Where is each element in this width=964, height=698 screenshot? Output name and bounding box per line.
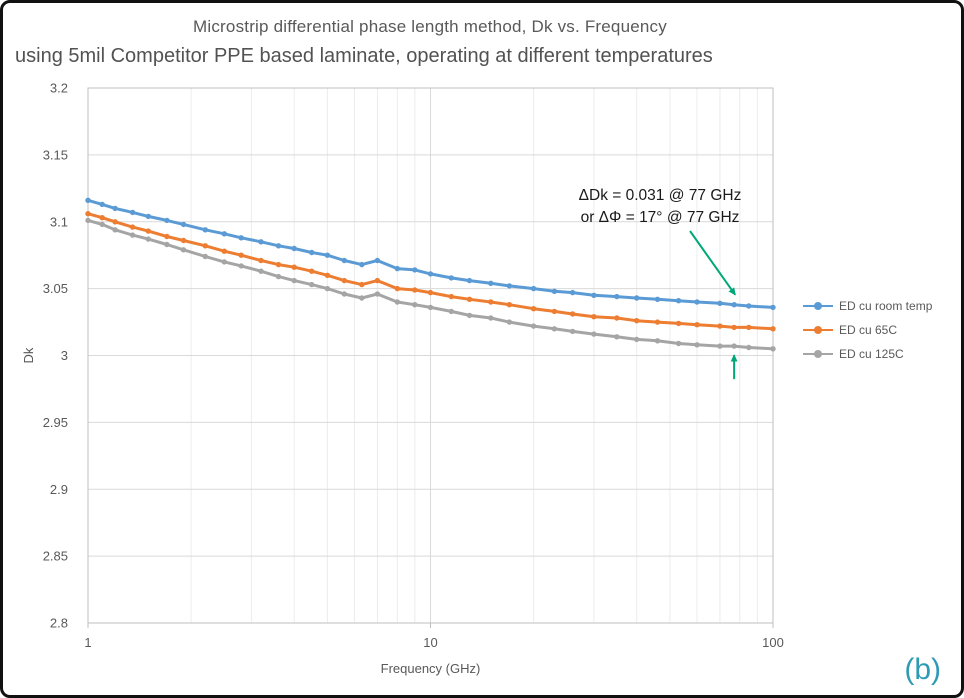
- y-tick-label: 2.95: [43, 415, 68, 430]
- annotation: ΔDk = 0.031 @ 77 GHz or ΔΦ = 17° @ 77 GHz: [579, 187, 742, 380]
- annotation-line1: ΔDk = 0.031 @ 77 GHz: [579, 187, 742, 204]
- series-ed-cu-65c: [85, 211, 776, 332]
- series-ed-cu-125c: [85, 217, 776, 352]
- y-axis-title: Dk: [21, 347, 36, 363]
- y-tick-label: 3: [61, 348, 68, 363]
- legend-label: ED cu 65C: [839, 323, 897, 337]
- x-axis-title: Frequency (GHz): [381, 661, 481, 676]
- legend-item: ED cu 65C: [803, 323, 897, 337]
- legend-item: ED cu 125C: [803, 347, 904, 361]
- y-tick-label: 3.15: [43, 147, 68, 162]
- legend: ED cu room temp ED cu 65C ED cu 125C: [803, 299, 933, 361]
- y-tick-label: 3.1: [50, 214, 68, 229]
- chart-subtitle: using 5mil Competitor PPE based laminate…: [15, 45, 713, 67]
- y-tick-label: 2.85: [43, 549, 68, 564]
- y-tick-label: 3.2: [50, 81, 68, 96]
- figure-label: (b): [904, 653, 941, 686]
- x-tick-label: 10: [423, 635, 437, 650]
- gridlines: [88, 87, 774, 624]
- chart-title: Microstrip differential phase length met…: [193, 17, 667, 36]
- y-tick-label: 2.8: [50, 616, 68, 631]
- x-tick-label: 100: [762, 635, 784, 650]
- annotation-line2: or ΔΦ = 17° @ 77 GHz: [581, 209, 740, 226]
- dk-vs-frequency-chart: 3.2 3.15 3.1 3.05 3 2.95 2.9 2.85 2.8 1 10 100 Frequ…: [21, 81, 933, 677]
- legend-item: ED cu room temp: [803, 299, 933, 313]
- series-ed-cu-room-temp: [85, 197, 776, 311]
- y-tick-label: 3.05: [43, 281, 68, 296]
- axis-labels: 3.2 3.15 3.1 3.05 3 2.95 2.9 2.85 2.8 1 10 100: [43, 81, 784, 651]
- legend-label: ED cu room temp: [839, 299, 933, 313]
- legend-label: ED cu 125C: [839, 347, 904, 361]
- y-tick-label: 2.9: [50, 482, 68, 497]
- annotation-arrow-down: [689, 230, 736, 296]
- x-tick-label: 1: [84, 635, 91, 650]
